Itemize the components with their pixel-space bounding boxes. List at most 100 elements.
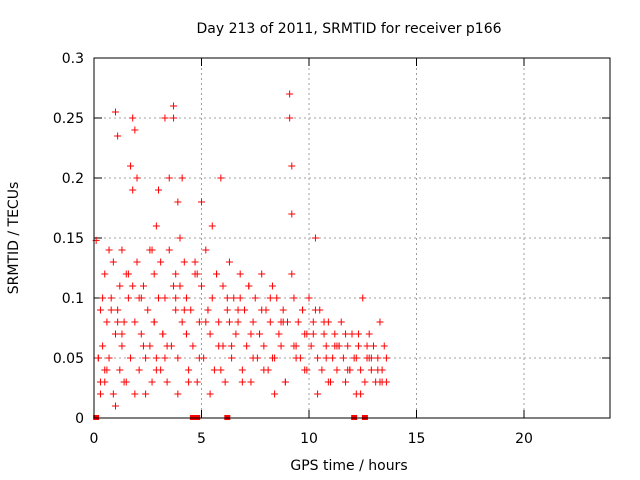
data-point	[172, 306, 180, 314]
data-point	[170, 114, 178, 122]
data-point	[290, 342, 298, 350]
data-point	[279, 306, 287, 314]
x-tick-label: 10	[300, 431, 318, 447]
x-tick-label: 0	[90, 431, 99, 447]
data-point	[374, 354, 382, 362]
data-point	[131, 318, 139, 326]
data-points	[92, 90, 390, 420]
data-point	[174, 390, 182, 398]
data-point	[249, 318, 257, 326]
x-tick-label: 20	[515, 431, 533, 447]
data-point	[129, 114, 137, 122]
data-point	[277, 342, 285, 350]
data-point	[331, 330, 339, 338]
data-point	[292, 354, 300, 362]
data-point	[228, 342, 236, 350]
data-point	[109, 258, 117, 266]
data-point	[245, 282, 253, 290]
data-point	[359, 294, 367, 302]
data-point	[161, 354, 169, 362]
data-point	[322, 354, 330, 362]
data-point	[198, 282, 205, 290]
data-point	[198, 198, 205, 206]
data-point	[131, 126, 139, 134]
data-point	[294, 318, 302, 326]
data-point	[176, 234, 184, 242]
data-point	[286, 114, 294, 122]
data-point	[135, 366, 143, 374]
data-point	[215, 342, 223, 350]
data-point	[344, 342, 352, 350]
data-point	[193, 270, 201, 278]
data-point	[185, 366, 193, 374]
data-point	[275, 330, 283, 338]
data-point	[301, 330, 309, 338]
data-point	[251, 294, 259, 302]
data-point	[107, 306, 115, 314]
data-point	[268, 282, 276, 290]
data-point	[174, 354, 182, 362]
data-point	[114, 306, 122, 314]
data-point	[202, 246, 210, 254]
data-point	[105, 354, 113, 362]
data-point	[99, 294, 107, 302]
data-point	[96, 306, 104, 314]
data-point	[150, 270, 158, 278]
data-point	[210, 366, 218, 374]
data-point	[112, 108, 119, 116]
data-point	[107, 294, 115, 302]
data-point	[170, 102, 178, 110]
data-point	[339, 354, 347, 362]
data-point	[342, 330, 350, 338]
data-point	[137, 294, 145, 302]
data-point	[225, 258, 233, 266]
data-point	[120, 318, 128, 326]
data-point	[324, 378, 332, 386]
data-point	[103, 318, 111, 326]
data-point	[311, 306, 319, 314]
data-point	[120, 378, 128, 386]
data-point	[206, 330, 214, 338]
data-point	[311, 234, 319, 242]
data-point	[318, 366, 326, 374]
data-point	[236, 270, 244, 278]
data-point	[286, 90, 294, 98]
data-point	[152, 222, 160, 230]
data-point	[109, 390, 117, 398]
data-point	[163, 342, 171, 350]
data-point	[137, 330, 145, 338]
data-point	[299, 306, 307, 314]
data-point	[370, 342, 377, 350]
data-point	[376, 318, 384, 326]
data-point	[238, 366, 246, 374]
data-point	[133, 174, 141, 182]
data-point	[247, 330, 255, 338]
data-point	[225, 318, 233, 326]
data-point	[260, 366, 268, 374]
data-point	[363, 342, 371, 350]
data-point	[232, 330, 240, 338]
y-tick-label: 0.25	[53, 111, 84, 127]
x-tick-label: 5	[197, 431, 206, 447]
data-point	[382, 354, 390, 362]
data-point	[228, 354, 236, 362]
data-point	[187, 306, 195, 314]
data-point	[376, 378, 384, 386]
data-point	[116, 366, 124, 374]
data-point	[99, 342, 107, 350]
data-point	[118, 330, 126, 338]
data-point	[365, 330, 373, 338]
data-point	[217, 366, 225, 374]
data-point	[142, 354, 150, 362]
data-point	[182, 294, 190, 302]
data-point	[180, 306, 188, 314]
data-point	[288, 210, 296, 218]
data-point	[129, 186, 137, 194]
data-point	[309, 318, 317, 326]
data-point	[354, 342, 362, 350]
data-point	[206, 390, 214, 398]
data-point	[223, 294, 231, 302]
data-point	[374, 366, 382, 374]
data-point	[260, 342, 268, 350]
